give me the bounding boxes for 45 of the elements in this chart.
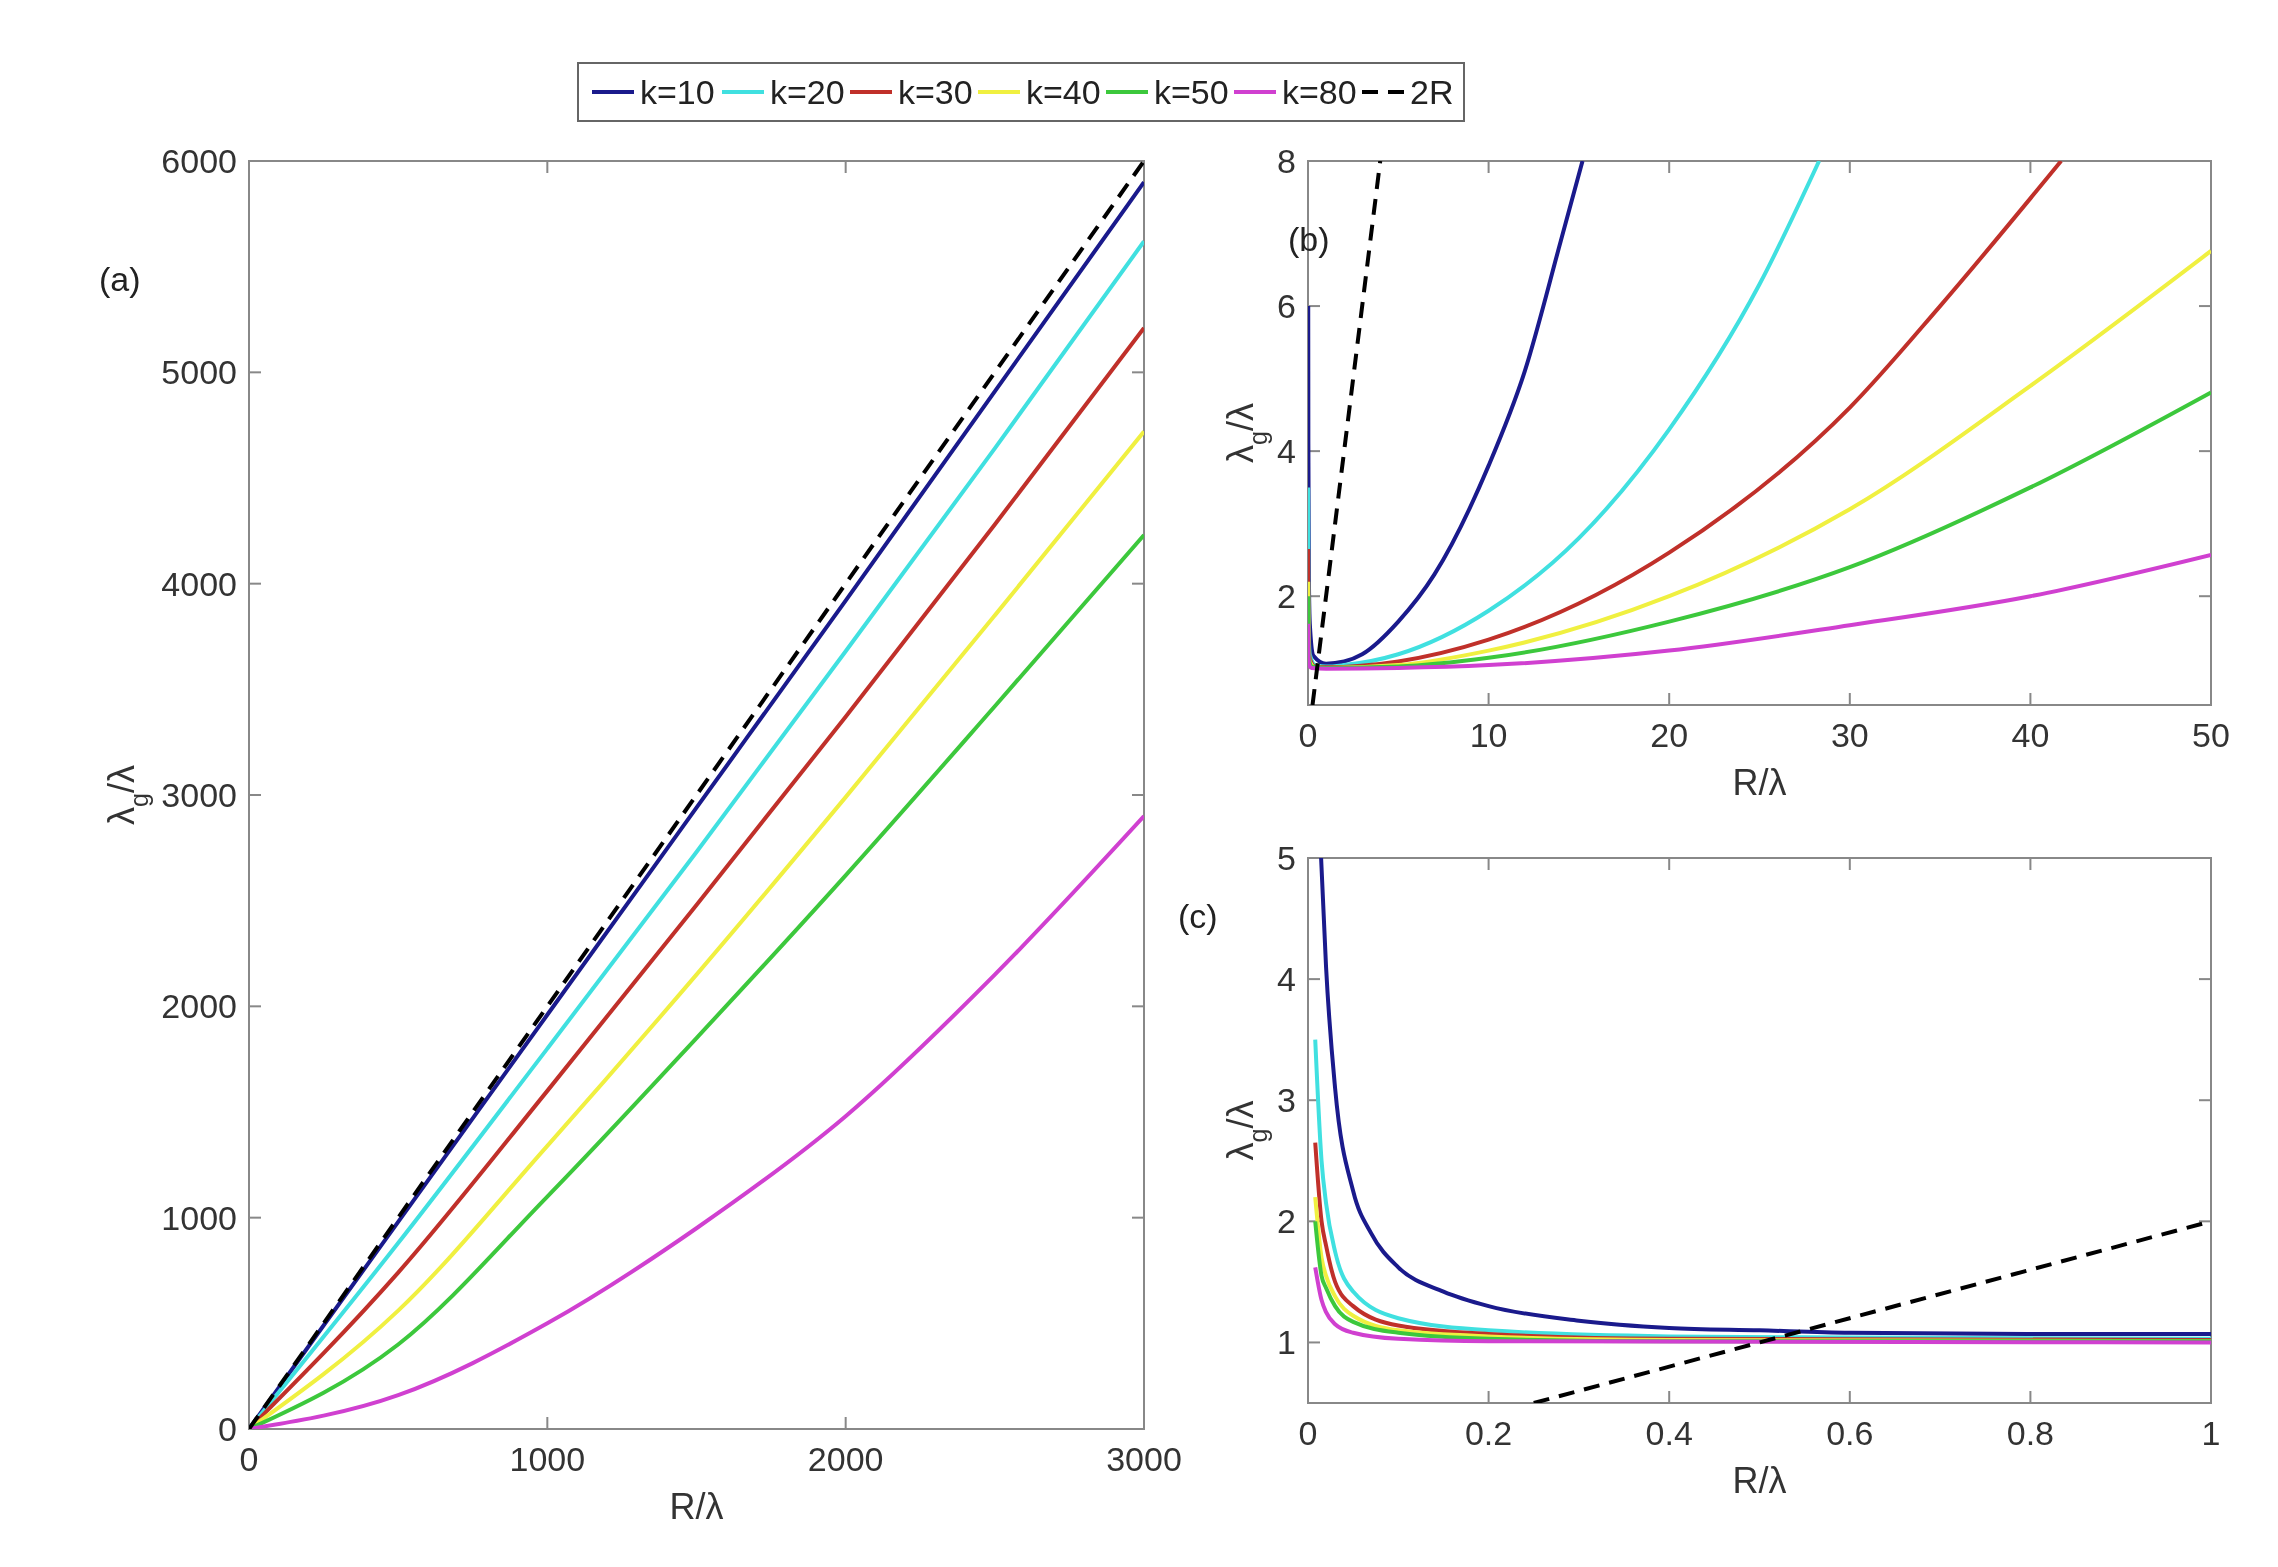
legend-label: k=10 bbox=[640, 73, 715, 111]
x-tick-label: 1 bbox=[2201, 1414, 2221, 1452]
text: (c) bbox=[1178, 897, 1218, 935]
y-tick-label: 4 bbox=[1277, 960, 1296, 999]
legend-label: 2R bbox=[1410, 73, 1454, 111]
y-tick-label: 4000 bbox=[161, 564, 237, 603]
x-tick-label: 1000 bbox=[509, 1440, 586, 1478]
x-tick-label: 0.4 bbox=[1645, 1414, 1693, 1452]
x-tick-label: 3000 bbox=[1106, 1440, 1182, 1478]
x-axis-title: R/λ bbox=[1732, 762, 1787, 803]
y-tick-label: 3000 bbox=[161, 776, 237, 814]
line-series bbox=[1319, 858, 2211, 1336]
legend-label: k=40 bbox=[1026, 73, 1101, 111]
y-tick-label: 2 bbox=[1277, 1202, 1296, 1241]
x-tick-label: 20 bbox=[1650, 716, 1689, 754]
y-tick-label: 6 bbox=[1277, 287, 1296, 326]
line-series bbox=[249, 814, 1144, 1429]
y-tick-label: 4 bbox=[1277, 432, 1296, 471]
y-tick-label: 1000 bbox=[161, 1198, 237, 1237]
legend-label: k=30 bbox=[898, 73, 973, 111]
y-tick-label: 2000 bbox=[161, 987, 237, 1026]
text: (a) bbox=[99, 260, 141, 298]
y-tick-label: 5000 bbox=[161, 353, 237, 392]
x-tick-label: 40 bbox=[2011, 716, 2050, 754]
y-tick-label: 8 bbox=[1277, 142, 1296, 180]
annotation: (b) bbox=[1288, 220, 1330, 258]
x-tick-label: 2000 bbox=[807, 1440, 884, 1478]
y-tick-label: 5 bbox=[1277, 839, 1296, 877]
legend-label: k=50 bbox=[1154, 73, 1229, 111]
x-tick-label: 0.6 bbox=[1826, 1414, 1874, 1452]
x-tick-label: 30 bbox=[1830, 716, 1869, 754]
y-tick-label: 3 bbox=[1277, 1081, 1296, 1120]
legend-label: k=20 bbox=[770, 73, 845, 111]
x-tick-label: 0.8 bbox=[2006, 1414, 2055, 1452]
y-tick-label: 6000 bbox=[161, 142, 237, 180]
line-series bbox=[1308, 552, 2211, 671]
legend-label: k=80 bbox=[1282, 73, 1357, 111]
y-tick-label: 1 bbox=[1277, 1323, 1296, 1362]
x-tick-label: 0.2 bbox=[1464, 1414, 1513, 1452]
x-axis-title: R/λ bbox=[1732, 1460, 1787, 1501]
x-tick-label: 10 bbox=[1469, 716, 1508, 754]
x-tick-label: 50 bbox=[2192, 716, 2230, 754]
y-tick-label: 2 bbox=[1277, 577, 1296, 616]
line-series bbox=[1313, 1265, 2211, 1345]
x-axis-title: R/λ bbox=[669, 1486, 724, 1527]
